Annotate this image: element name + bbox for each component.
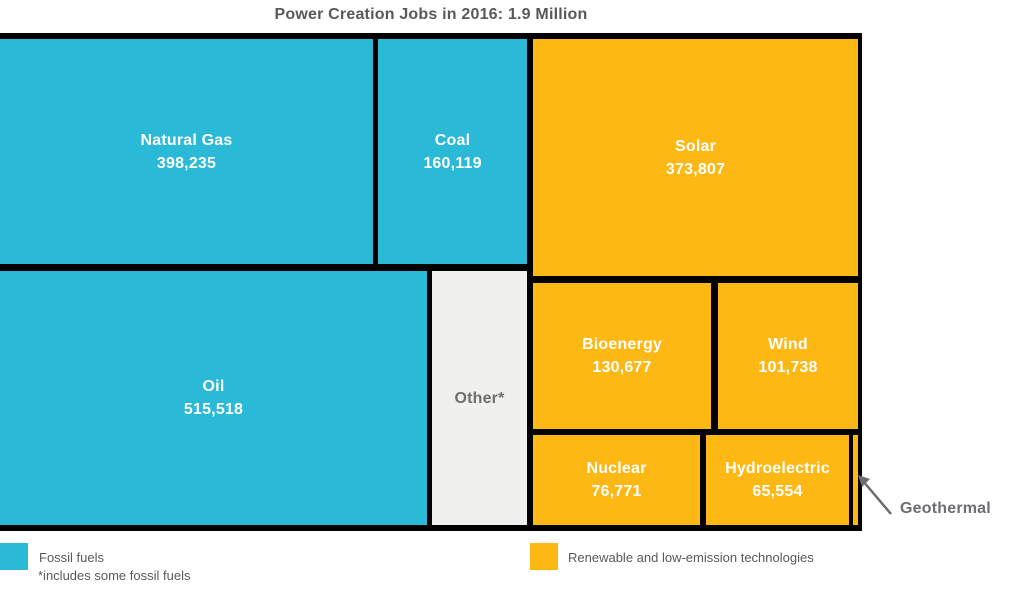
treemap-area: Natural Gas 398,235 Coal 160,119 Oil 515… xyxy=(0,33,862,531)
tile-value: 515,518 xyxy=(183,401,244,418)
legend-swatch-renewable xyxy=(530,543,558,570)
tile-label: Bioenergy xyxy=(581,336,663,353)
legend-label-renewable: Renewable and low-emission technologies xyxy=(568,550,814,565)
tile-value: 65,554 xyxy=(752,483,803,500)
chart-title: Power Creation Jobs in 2016: 1.9 Million xyxy=(274,6,588,23)
treemap-tile-geothermal xyxy=(853,435,858,525)
legend-swatch-fossil-fuels xyxy=(0,543,28,570)
tile-label: Natural Gas xyxy=(140,131,233,149)
tile-value: 101,738 xyxy=(758,359,818,376)
treemap-tile-bioenergy: Bioenergy 130,677 xyxy=(533,283,711,429)
tile-label: Hydroelectric xyxy=(725,460,830,477)
tile-value: 76,771 xyxy=(591,483,642,500)
legend-label-fossil-fuels: Fossil fuels xyxy=(39,550,105,565)
geothermal-callout-label: Geothermal xyxy=(900,500,991,517)
treemap-tile-hydroelectric: Hydroelectric 65,554 xyxy=(706,435,849,525)
treemap-tile-natural-gas: Natural Gas 398,235 xyxy=(0,39,373,264)
tile-value: 130,677 xyxy=(592,359,652,376)
tile-label: Wind xyxy=(768,336,808,353)
treemap-tile-nuclear: Nuclear 76,771 xyxy=(533,435,700,525)
treemap-tile-solar: Solar 373,807 xyxy=(533,39,858,276)
tile-value: 160,119 xyxy=(423,154,482,172)
tile-label: Other* xyxy=(454,389,505,407)
treemap-tile-oil: Oil 515,518 xyxy=(0,271,427,525)
geothermal-arrow-icon xyxy=(858,475,892,515)
tile-label: Oil xyxy=(202,378,225,395)
tile-value: 373,807 xyxy=(665,160,726,178)
tile-value: 398,235 xyxy=(156,154,217,172)
tile-label: Solar xyxy=(674,137,716,155)
treemap-tile-wind: Wind 101,738 xyxy=(718,283,858,429)
legend-footnote: *includes some fossil fuels xyxy=(38,568,191,583)
tile-label: Nuclear xyxy=(586,460,647,477)
treemap-tile-other: Other* xyxy=(432,271,527,525)
treemap-tile-coal: Coal 160,119 xyxy=(378,39,527,264)
tile-label: Coal xyxy=(434,131,471,149)
